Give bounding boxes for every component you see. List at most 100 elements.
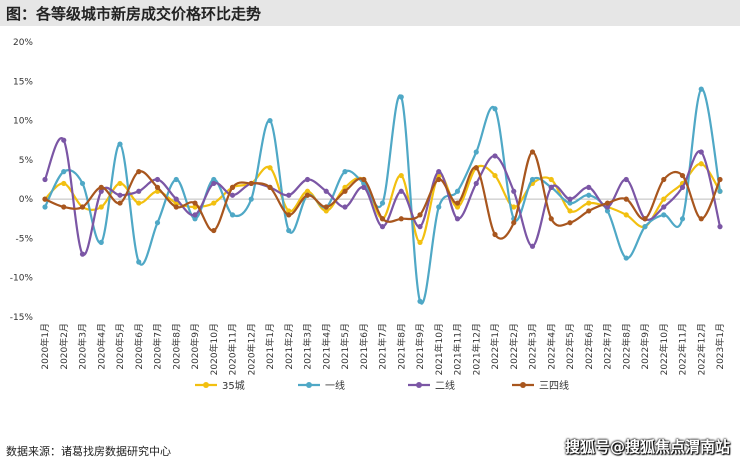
x-tick-label: 2021年11月 <box>452 323 464 375</box>
legend-label: 二线 <box>435 379 455 392</box>
data-point <box>492 172 498 179</box>
title-bar: 图：各等级城市新房成交价格环比走势 <box>0 0 740 26</box>
data-point <box>342 204 348 210</box>
data-point <box>211 180 217 187</box>
x-tick-label: 2021年7月 <box>377 323 389 370</box>
x-tick-label: 2021年6月 <box>358 323 370 370</box>
legend-label: 一线 <box>325 379 345 392</box>
data-point <box>117 192 123 198</box>
x-tick-label: 2022年2月 <box>508 323 520 370</box>
legend-marker <box>520 382 526 388</box>
data-point <box>154 176 161 183</box>
data-point <box>61 137 67 143</box>
data-point <box>267 165 273 171</box>
data-point <box>473 149 479 155</box>
data-point <box>304 176 311 183</box>
x-tick-label: 2020年12月 <box>245 323 257 375</box>
data-point <box>211 176 217 183</box>
data-point <box>398 216 404 222</box>
data-point <box>79 180 86 187</box>
data-point <box>398 188 404 194</box>
x-tick-label: 2022年6月 <box>583 323 595 370</box>
data-point <box>454 216 461 222</box>
data-point <box>679 172 686 179</box>
data-point <box>698 86 704 92</box>
data-point <box>661 196 667 202</box>
data-point <box>586 208 592 214</box>
data-point <box>642 224 648 230</box>
series-line <box>43 136 722 256</box>
data-point <box>454 204 461 210</box>
watermark: 搜狐号@搜狐焦点渭南站 <box>564 438 730 456</box>
x-tick-label: 2020年2月 <box>58 323 70 370</box>
data-point <box>717 224 723 230</box>
data-point <box>567 220 573 226</box>
x-tick-label: 2020年4月 <box>95 323 107 370</box>
data-point <box>192 212 198 218</box>
x-tick-label: 2021年9月 <box>414 323 426 370</box>
data-point <box>98 184 104 190</box>
data-point <box>117 180 123 187</box>
x-tick-label: 2021年12月 <box>470 323 482 375</box>
x-tick-label: 2022年7月 <box>602 323 614 370</box>
data-point <box>679 184 686 190</box>
x-tick-label: 2020年8月 <box>170 323 182 370</box>
data-point <box>529 176 536 183</box>
data-point <box>192 200 198 206</box>
y-tick-label: 5% <box>19 156 34 166</box>
data-point <box>211 227 217 234</box>
data-point <box>586 184 592 190</box>
data-point <box>567 196 573 202</box>
line-chart: -15% -10% -5% 0% 5% 10% 15% 20% 2020年1月 2020年2月 20… <box>10 38 726 392</box>
data-point <box>173 196 179 202</box>
x-tick-label: 2022年4月 <box>545 323 557 370</box>
y-tick-label: 15% <box>13 77 33 87</box>
x-tick-label: 2020年6月 <box>133 323 145 370</box>
x-tick-label: 2020年3月 <box>77 323 89 370</box>
data-point <box>286 227 292 234</box>
data-point <box>398 172 404 179</box>
data-point <box>61 169 67 175</box>
chart-legend: 35城 一线 二线 三四线 <box>195 379 569 392</box>
data-point <box>286 212 292 218</box>
x-tick-label: 2023年1月 <box>714 323 726 370</box>
y-tick-label: 10% <box>13 117 33 127</box>
data-point <box>492 106 498 112</box>
data-point <box>323 188 329 194</box>
chart-axes: -15% -10% -5% 0% 5% 10% 15% 20% 2020年1月 2020年2月 20… <box>10 38 726 375</box>
y-tick-label: -5% <box>15 234 33 244</box>
x-tick-label: 2021年2月 <box>283 323 295 370</box>
data-point <box>417 212 423 218</box>
data-point <box>548 184 554 190</box>
x-tick-label: 2021年3月 <box>302 323 314 370</box>
data-point <box>642 216 648 222</box>
x-tick-label: 2021年4月 <box>320 323 332 370</box>
data-point <box>661 176 667 183</box>
data-point <box>417 224 423 230</box>
data-point <box>342 188 348 194</box>
data-point <box>379 200 386 206</box>
x-tick-label: 2021年1月 <box>264 323 276 370</box>
legend-marker <box>416 382 422 388</box>
x-tick-label: 2022年5月 <box>564 323 576 370</box>
data-point <box>604 200 611 206</box>
data-point <box>342 169 348 175</box>
data-point <box>229 212 236 218</box>
data-point <box>679 216 686 222</box>
legend-label: 35城 <box>222 380 245 392</box>
data-point <box>136 188 142 194</box>
data-point <box>79 251 86 257</box>
data-point <box>586 192 592 198</box>
x-tick-label: 2020年11月 <box>227 323 239 375</box>
data-point <box>136 259 142 265</box>
data-point <box>436 176 442 183</box>
data-point <box>436 169 442 175</box>
data-point <box>98 188 104 194</box>
data-point <box>511 188 517 194</box>
data-point <box>586 200 592 206</box>
data-point <box>473 165 479 171</box>
x-tick-label: 2022年10月 <box>658 323 670 375</box>
data-point <box>117 141 123 147</box>
x-tick-label: 2020年7月 <box>152 323 164 370</box>
x-tick-label: 2020年5月 <box>114 323 126 370</box>
